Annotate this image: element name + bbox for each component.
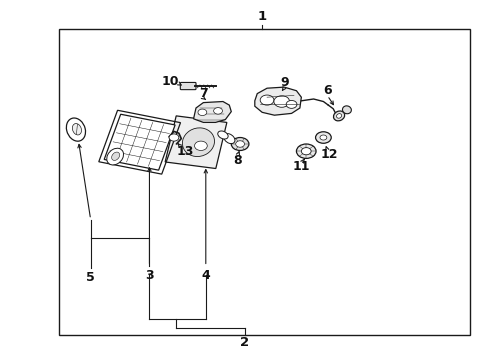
Circle shape — [236, 141, 245, 147]
Text: 10: 10 — [162, 75, 179, 87]
Ellipse shape — [343, 106, 351, 114]
Text: 11: 11 — [292, 160, 310, 173]
Circle shape — [195, 141, 207, 150]
Polygon shape — [165, 116, 227, 168]
FancyBboxPatch shape — [180, 82, 196, 90]
Circle shape — [214, 108, 222, 114]
Circle shape — [301, 148, 311, 155]
Text: 3: 3 — [145, 269, 154, 282]
Ellipse shape — [112, 152, 120, 161]
Ellipse shape — [334, 111, 344, 121]
Polygon shape — [194, 102, 231, 122]
Circle shape — [169, 134, 179, 141]
Ellipse shape — [107, 148, 123, 165]
Ellipse shape — [73, 123, 81, 135]
Text: 9: 9 — [280, 76, 289, 89]
Ellipse shape — [182, 128, 215, 157]
Text: 13: 13 — [176, 145, 194, 158]
Ellipse shape — [218, 131, 228, 139]
Circle shape — [274, 96, 290, 107]
Text: 6: 6 — [323, 84, 332, 96]
Text: 12: 12 — [320, 148, 338, 161]
Ellipse shape — [66, 118, 86, 141]
Circle shape — [231, 138, 249, 150]
Circle shape — [296, 144, 316, 158]
Text: 5: 5 — [86, 271, 95, 284]
Text: 2: 2 — [241, 336, 249, 349]
Text: 4: 4 — [201, 269, 210, 282]
Circle shape — [198, 109, 207, 116]
Polygon shape — [104, 114, 175, 170]
Polygon shape — [255, 87, 301, 115]
Ellipse shape — [224, 134, 235, 144]
Text: 7: 7 — [199, 87, 208, 100]
Text: 8: 8 — [233, 154, 242, 167]
Circle shape — [320, 135, 327, 140]
Circle shape — [316, 132, 331, 143]
Bar — [59, 29, 470, 335]
Circle shape — [260, 95, 274, 105]
Circle shape — [286, 100, 297, 108]
Ellipse shape — [337, 114, 342, 118]
Text: 1: 1 — [258, 10, 267, 23]
